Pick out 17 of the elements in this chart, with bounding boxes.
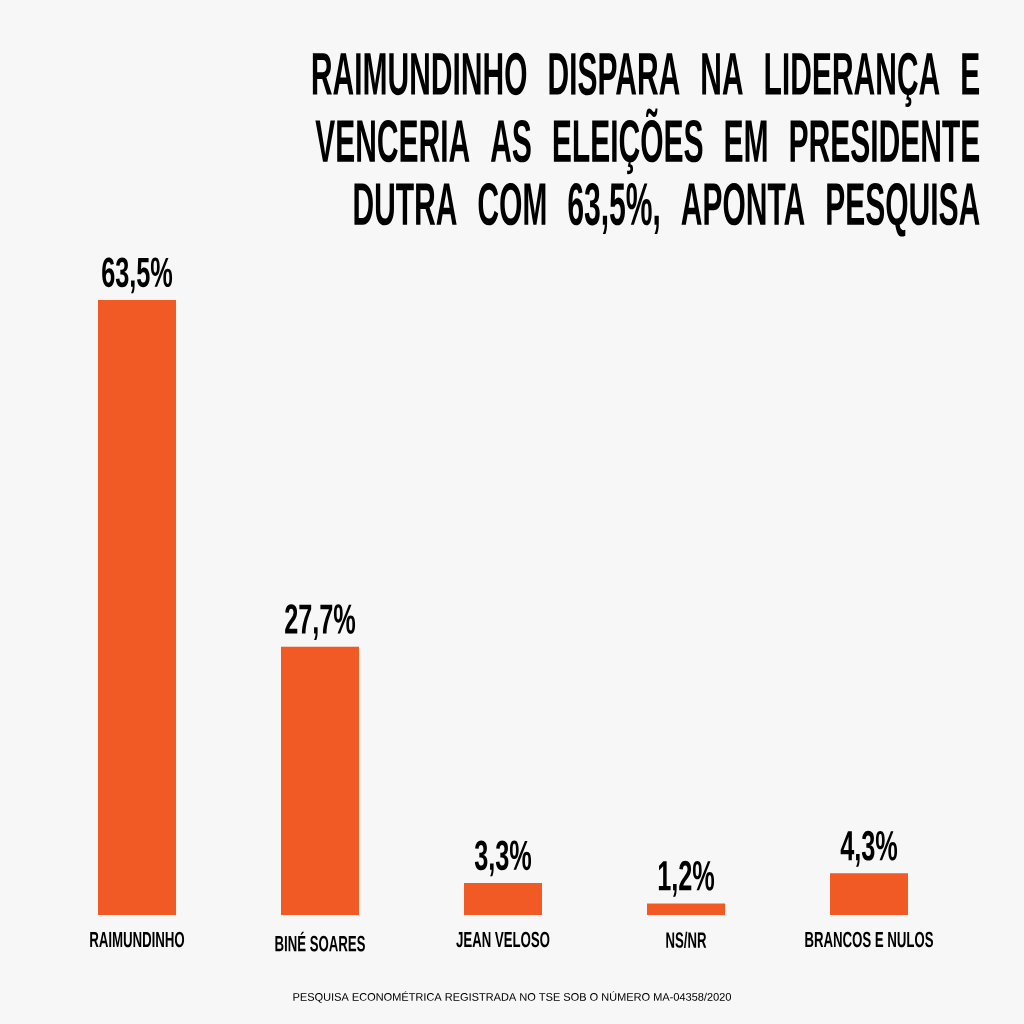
x-tick-label: BINÉ SOARES [275, 931, 365, 952]
bar [281, 646, 359, 915]
data-label: 63,5% [102, 257, 173, 294]
data-label: 1,2% [658, 860, 715, 897]
x-tick-label: NS/NR [666, 931, 707, 949]
x-tick-label: BRANCOS E NULOS [805, 931, 933, 948]
bar [98, 299, 176, 915]
text: PESQUISA ECONOMÉTRICA REGISTRADA NO TSE SOB O NÚMERO MA-04358/2020 [293, 991, 731, 1003]
bar [830, 873, 909, 915]
data-label: 3,3% [474, 840, 532, 877]
x-tick-label: RAIMUNDINHO [90, 931, 185, 948]
bar [647, 903, 726, 915]
bar [464, 883, 542, 915]
data-label: 27,7% [285, 604, 356, 641]
x-tick-label: JEAN VELOSO [456, 931, 550, 948]
chart-title: RAIMUNDINHO DISPARA NA LIDERANÇA E VENCERIA AS ELEIÇÕES EM PRESIDENTE DUTRA COM 63,5%, APONTA PESQUISA [312, 52, 980, 237]
data-label: 4,3% [840, 830, 898, 867]
